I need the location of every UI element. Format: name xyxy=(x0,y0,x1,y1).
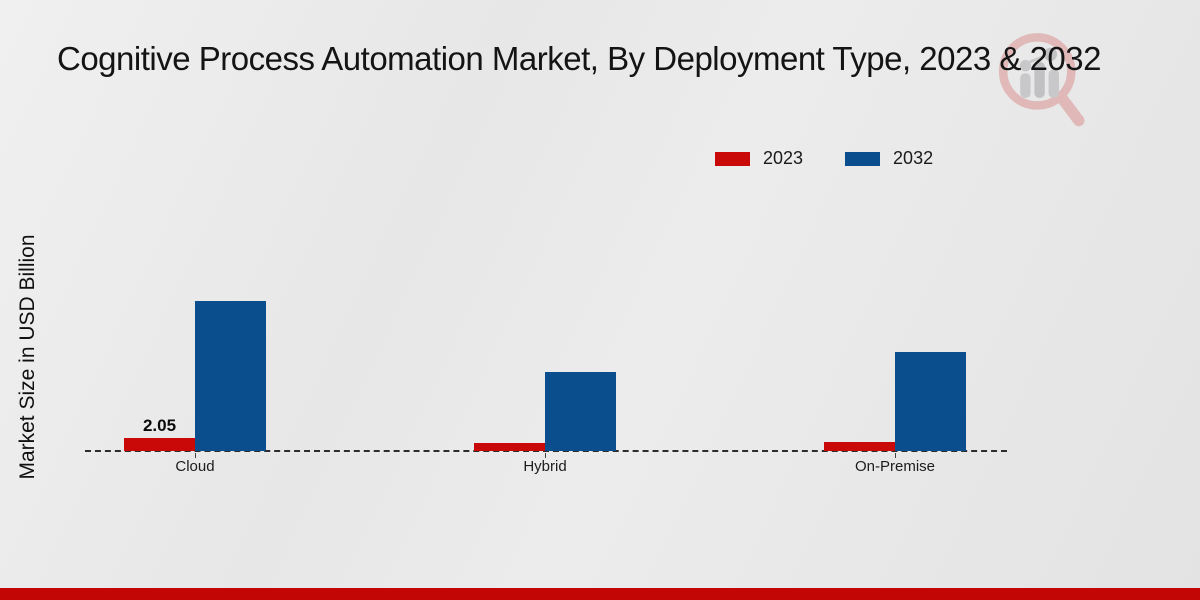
value-label-2023-cloud: 2.05 xyxy=(142,416,177,436)
legend-item-2032: 2032 xyxy=(845,148,933,169)
legend-swatch-2032 xyxy=(845,151,881,166)
legend-item-2023: 2023 xyxy=(715,148,803,169)
category-label-cloud: Cloud xyxy=(175,458,215,475)
y-axis-title: Market Size in USD Billion xyxy=(16,234,39,480)
legend: 2023 2032 xyxy=(715,148,933,169)
bar-2032-hybrid xyxy=(545,371,616,451)
magnifier-bar-chart-logo-icon xyxy=(998,33,1085,127)
plot-area: 2.05 Cloud Hybrid On-Premise xyxy=(85,250,1007,475)
x-axis-tick xyxy=(545,453,546,458)
footer-stripe xyxy=(0,588,1200,600)
chart-title: Cognitive Process Automation Market, By … xyxy=(57,40,1101,77)
bar-2023-cloud xyxy=(124,438,195,451)
x-axis-tick xyxy=(195,453,196,458)
legend-swatch-2023 xyxy=(715,151,750,166)
legend-label-2032: 2032 xyxy=(893,148,934,168)
bar-2032-on-premise xyxy=(895,352,966,451)
category-label-on-premise: On-Premise xyxy=(854,458,936,475)
bar-2032-cloud xyxy=(195,300,266,451)
x-axis-tick xyxy=(895,453,896,458)
legend-label-2023: 2023 xyxy=(763,148,804,168)
x-axis-baseline xyxy=(85,450,1007,452)
bar-2023-hybrid xyxy=(474,443,545,451)
category-label-hybrid: Hybrid xyxy=(523,458,567,475)
bar-2023-on-premise xyxy=(824,442,895,451)
